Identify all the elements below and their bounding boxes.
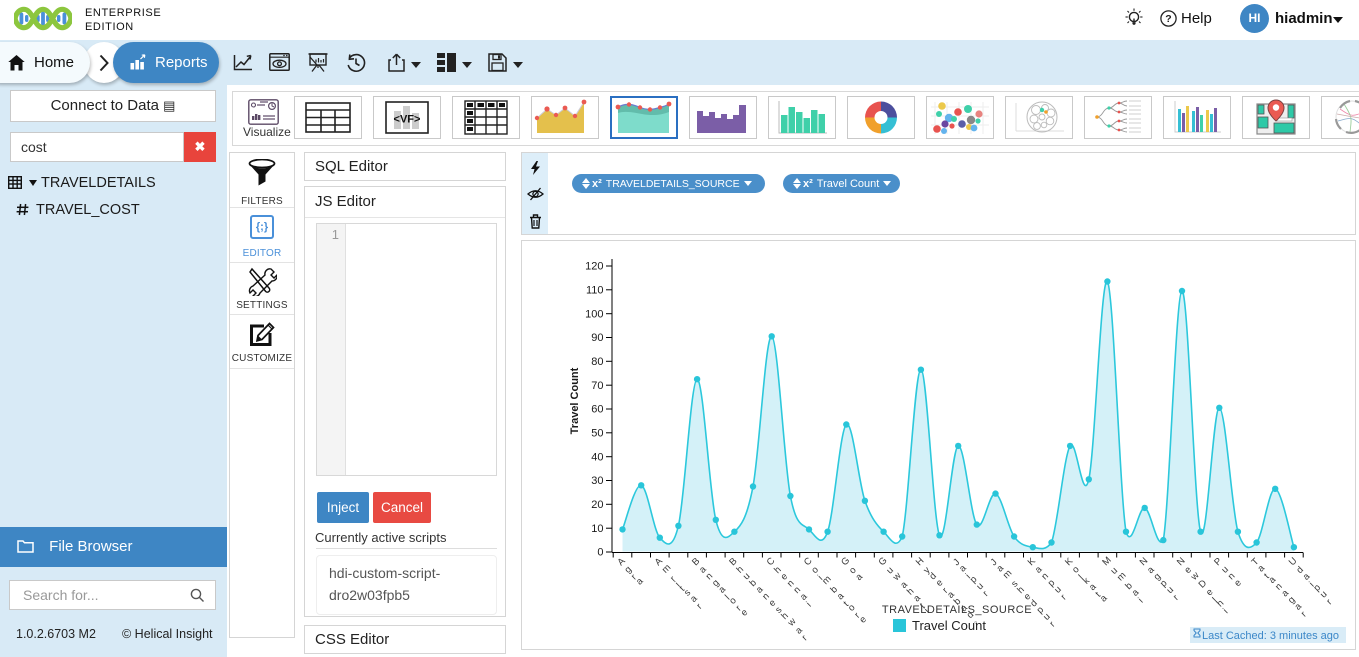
svg-text:TRAVELDETAILS_SOURCE: TRAVELDETAILS_SOURCE xyxy=(882,604,1032,616)
svg-text:?: ? xyxy=(1165,13,1171,25)
svg-text:10: 10 xyxy=(591,523,603,535)
svg-text:110: 110 xyxy=(586,284,604,296)
svg-text:50: 50 xyxy=(591,427,603,439)
svg-text:120: 120 xyxy=(585,261,603,273)
svg-text:Agra: Agra xyxy=(615,553,649,587)
svg-text:NewDelhi: NewDelhi xyxy=(1174,553,1236,617)
svg-text:100: 100 xyxy=(585,308,603,320)
svg-text:90: 90 xyxy=(591,332,603,344)
svg-text:80: 80 xyxy=(591,356,603,368)
svg-text:70: 70 xyxy=(591,380,603,392)
svg-text:Jaipur: Jaipur xyxy=(951,554,995,599)
svg-text:Pune: Pune xyxy=(1212,553,1247,589)
svg-text:Jamshedpur: Jamshedpur xyxy=(988,552,1063,629)
svg-text:Tatanagar: Tatanagar xyxy=(1250,554,1314,620)
svg-text:Coimbatore: Coimbatore xyxy=(802,552,874,626)
svg-text:20: 20 xyxy=(591,499,603,511)
svg-text:30: 30 xyxy=(591,475,603,487)
svg-text:Goa: Goa xyxy=(839,552,869,583)
svg-text:60: 60 xyxy=(591,404,603,416)
svg-text:Travel Count: Travel Count xyxy=(912,618,986,633)
svg-text:Last Cached: 3 minutes ago: Last Cached: 3 minutes ago xyxy=(1202,630,1339,642)
svg-text:<VF>: <VF> xyxy=(394,114,421,126)
svg-text:40: 40 xyxy=(591,451,603,463)
svg-text:◦: ◦ xyxy=(974,617,977,627)
svg-text:0: 0 xyxy=(597,547,603,559)
svg-text:Travel Count: Travel Count xyxy=(569,367,581,434)
